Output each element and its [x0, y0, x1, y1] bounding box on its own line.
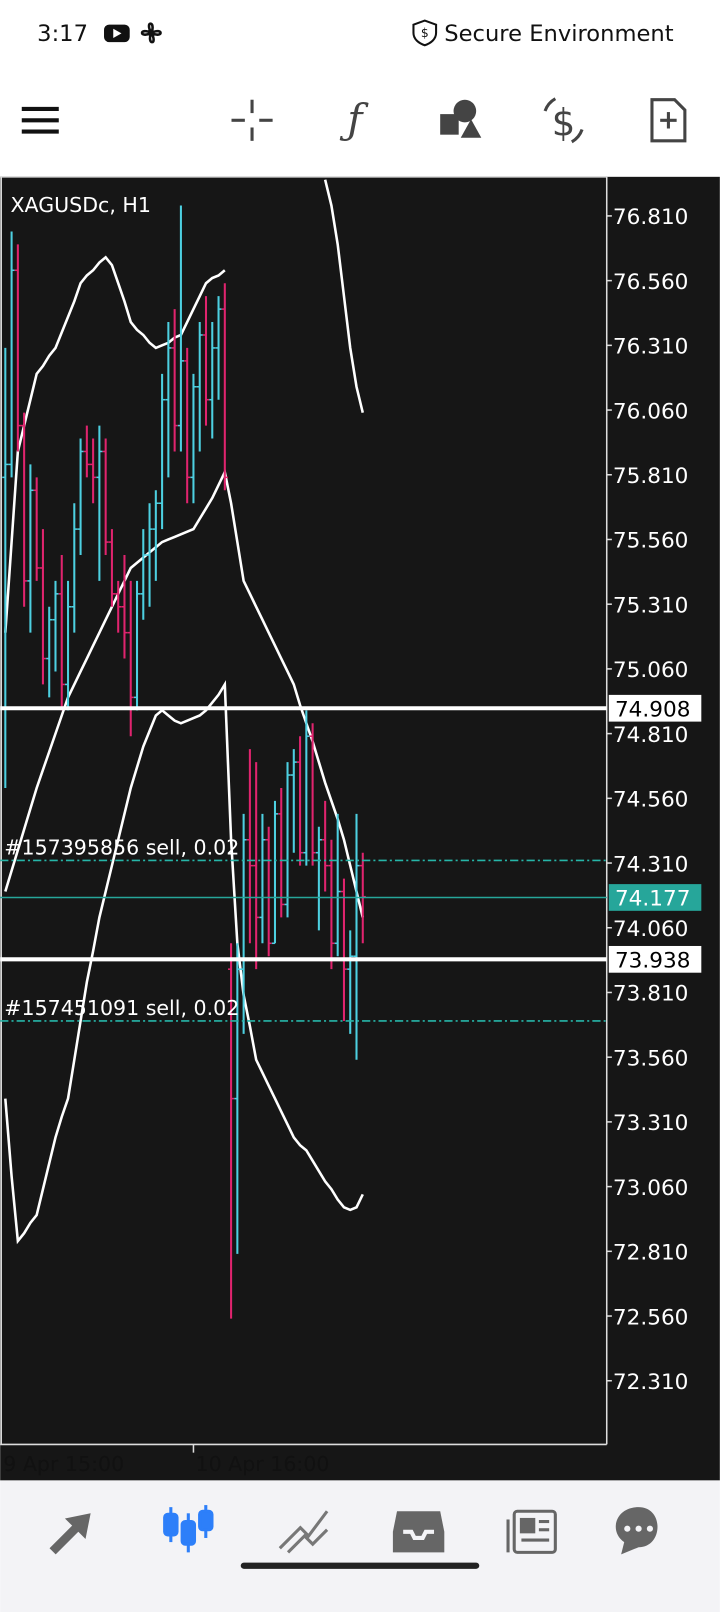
nav-history[interactable]	[392, 1511, 445, 1553]
y-tick-label: 72.560	[613, 1305, 689, 1330]
price-level-label: 73.938	[615, 949, 691, 974]
nav-chart[interactable]	[163, 1505, 214, 1553]
y-tick-label: 75.560	[613, 529, 689, 554]
menu-button[interactable]	[21, 106, 59, 134]
y-tick-label: 74.060	[613, 917, 689, 942]
y-tick-label: 72.310	[613, 1370, 689, 1395]
y-tick-label: 74.310	[613, 852, 689, 877]
price-level-label: 74.177	[615, 887, 691, 912]
bollinger-band	[4, 680, 364, 1245]
price-level-box	[608, 694, 702, 722]
price-level-label: 74.908	[615, 697, 691, 722]
objects-button[interactable]	[440, 99, 482, 138]
order-label: #157395856 sell, 0.02	[4, 835, 239, 859]
nav-trade[interactable]	[278, 1510, 329, 1554]
y-tick-label: 75.310	[613, 593, 689, 618]
svg-text:$: $	[421, 26, 429, 40]
status-secure: Secure Environment	[444, 21, 673, 47]
status-icons: $	[104, 19, 438, 47]
nav-bg	[0, 1480, 720, 1612]
x-tick-label: 9 Apr 15:00	[3, 1452, 124, 1476]
home-indicator	[240, 1562, 480, 1569]
y-tick-label: 73.560	[613, 1046, 689, 1071]
chart-bg	[0, 176, 720, 1481]
plot: 72.310 72.560 72.810 73.060 73.310 73.560 73.8…	[0, 179, 702, 1453]
y-tick-label: 76.810	[613, 205, 689, 230]
y-tick-label: 74.810	[613, 723, 689, 748]
y-tick-label: 76.560	[613, 270, 689, 295]
y-tick-label: 75.810	[613, 464, 689, 489]
x-tick-label: 10 Apr 16:00	[196, 1452, 330, 1476]
price-level-box	[608, 884, 702, 911]
order-label: #157451091 sell, 0.02	[4, 996, 239, 1020]
nav-messages[interactable]	[615, 1507, 658, 1555]
chart-title: XAGUSDc, H1	[10, 193, 150, 217]
new-order-button[interactable]	[650, 98, 687, 143]
price-level-box	[608, 945, 702, 973]
y-tick-label: 73.310	[613, 1111, 689, 1136]
bollinger-band	[4, 255, 226, 633]
y-tick-label: 74.560	[613, 788, 689, 813]
y-tick-label: 72.810	[613, 1241, 689, 1266]
nav-quotes[interactable]	[49, 1513, 91, 1555]
y-tick-label: 73.810	[613, 982, 689, 1007]
status-time: 3:17	[37, 21, 88, 47]
y-tick-label: 76.060	[613, 399, 689, 424]
bollinger-band	[323, 179, 365, 413]
crosshair-button[interactable]	[231, 99, 273, 141]
y-tick-label: 76.310	[613, 335, 689, 360]
svg-text:$: $	[552, 102, 576, 145]
trade-button[interactable]: $	[543, 97, 584, 145]
nav-news[interactable]	[506, 1509, 557, 1554]
y-tick-label: 73.060	[613, 1176, 689, 1201]
y-tick-label: 75.060	[613, 658, 689, 683]
